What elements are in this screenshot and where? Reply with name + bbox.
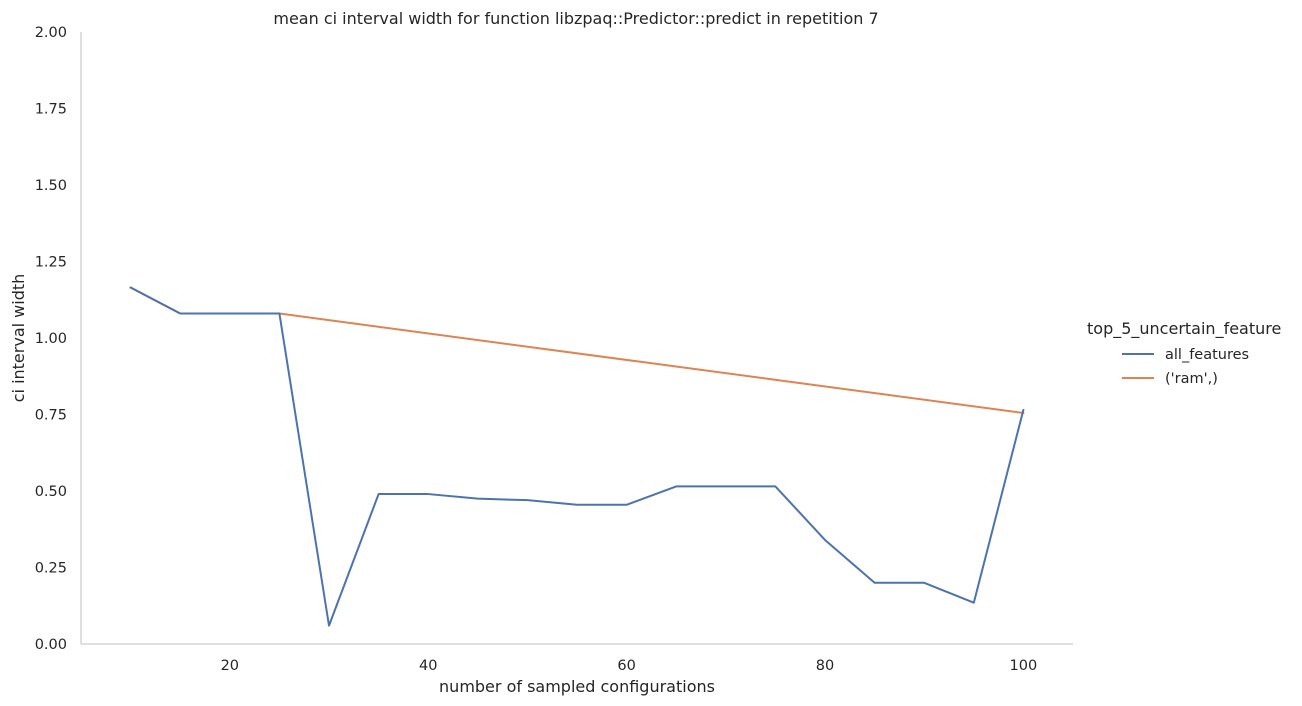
- series-line-1: [129, 286, 1025, 414]
- series-line-0: [129, 286, 1025, 627]
- legend-title: top_5_uncertain_feature: [1087, 319, 1281, 339]
- y-tick-label: 0.50: [35, 484, 67, 500]
- legend-items: all_features ('ram',): [1122, 347, 1249, 387]
- x-tick-label: 40: [419, 658, 437, 674]
- x-tick-label: 80: [816, 658, 834, 674]
- y-tick-label: 0.25: [35, 561, 67, 577]
- x-tick-label: 100: [1010, 658, 1038, 674]
- legend: top_5_uncertain_feature all_features ('ra…: [1087, 319, 1281, 387]
- axes: [80, 32, 1073, 645]
- y-tick-labels: 0.00 0.25 0.50 0.75 1.00 1.25 1.50 1.75 2.00: [35, 25, 67, 653]
- y-tick-label: 1.50: [35, 178, 67, 194]
- series-layer: [129, 286, 1025, 627]
- x-tick-label: 60: [617, 658, 635, 674]
- y-tick-label: 1.25: [35, 255, 67, 271]
- y-axis-title: ci interval width: [9, 274, 28, 403]
- chart-title: mean ci interval width for function libz…: [273, 9, 878, 28]
- y-tick-label: 0.00: [35, 637, 67, 653]
- x-tick-label: 20: [221, 658, 239, 674]
- legend-label: all_features: [1165, 347, 1249, 363]
- x-tick-labels: 20 40 60 80 100: [221, 658, 1038, 674]
- y-tick-label: 1.75: [35, 102, 67, 118]
- x-axis-title: number of sampled configurations: [439, 677, 715, 696]
- y-tick-label: 1.00: [35, 331, 67, 347]
- legend-label: ('ram',): [1165, 371, 1218, 387]
- y-tick-label: 2.00: [35, 25, 67, 41]
- y-tick-label: 0.75: [35, 408, 67, 424]
